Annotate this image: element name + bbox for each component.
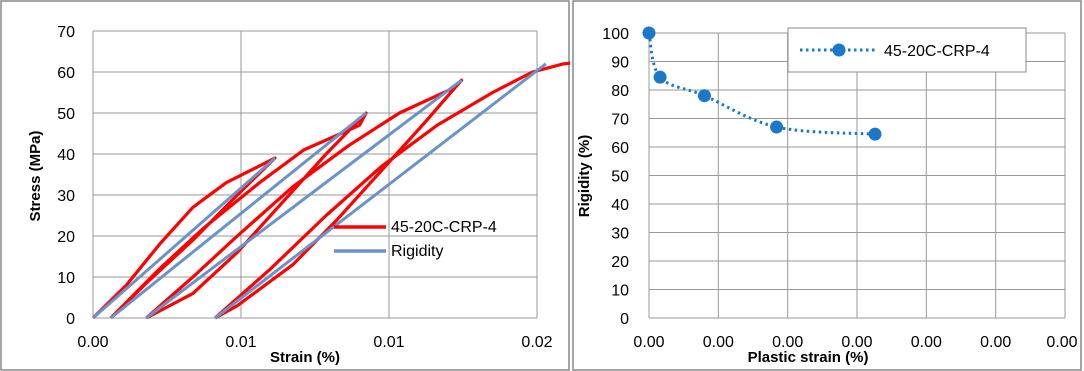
stress-strain-loop-4 (214, 61, 570, 320)
right-x-tick-label: 0.00 (772, 334, 803, 351)
right-x-tick-label: 0.00 (911, 334, 942, 351)
legend-label-rigidity: Rigidity (391, 243, 443, 260)
left-y-tick-label: 20 (57, 229, 75, 246)
right-y-tick-label: 20 (611, 254, 629, 271)
right-x-tick-label: 0.00 (633, 334, 664, 351)
left-x-axis-title: Strain (%) (270, 349, 340, 366)
right-x-tick-label: 0.00 (980, 334, 1011, 351)
right-y-tick-label: 40 (611, 197, 629, 214)
right-y-axis-title: Rigidity (%) (576, 135, 593, 218)
legend-label-rigidity-percent: 45-20C-CRP-4 (884, 43, 990, 60)
stress-strain-loop-2 (109, 111, 368, 320)
right-legend-box (787, 27, 1027, 73)
stress-strain-panel: 0 10 20 30 40 50 60 70 0.00 0.01 0.01 0.02 Strain … (0, 0, 570, 371)
left-y-tick-label: 30 (57, 188, 75, 205)
left-legend: 45-20C-CRP-4 Rigidity (334, 219, 497, 260)
rigidity-line-4 (214, 62, 547, 320)
right-x-tick-label: 0.00 (1046, 334, 1077, 351)
left-y-tick-label: 40 (57, 147, 75, 164)
left-y-tick-label: 0 (66, 311, 75, 328)
right-legend: 45-20C-CRP-4 (787, 27, 1027, 73)
rigidity-percent-point-3 (697, 89, 711, 103)
right-y-tick-label: 70 (611, 112, 629, 129)
right-y-tick-label: 90 (611, 55, 629, 72)
rigidity-percent-point-1 (642, 26, 656, 40)
right-y-tick-label: 80 (611, 83, 629, 100)
right-chart-frame (572, 0, 1082, 371)
left-x-tick-label: 0.01 (373, 334, 404, 351)
left-y-axis-title: Stress (MPa) (27, 131, 44, 222)
legend-label-stress: 45-20C-CRP-4 (391, 219, 497, 236)
right-y-tick-label: 0 (620, 311, 629, 328)
right-x-tick-label: 0.00 (703, 334, 734, 351)
rigidity-line-1 (92, 156, 277, 320)
left-chart-frame (0, 0, 570, 371)
rigidity-panel: 0 10 20 30 40 50 60 70 80 90 100 0.00 0.00 0.00 0.00 0… (572, 0, 1084, 371)
right-y-tick-label: 10 (611, 283, 629, 300)
left-x-tick-label: 0.02 (521, 334, 552, 351)
right-y-tick-label: 30 (611, 226, 629, 243)
stress-strain-chart: 0 10 20 30 40 50 60 70 0.00 0.01 0.01 0.02 Strain … (0, 0, 570, 371)
left-x-tick-label: 0.01 (225, 334, 256, 351)
right-x-tick-label: 0.00 (841, 334, 872, 351)
rigidity-chart: 0 10 20 30 40 50 60 70 80 90 100 0.00 0.00 0.00 0.00 0… (572, 0, 1082, 371)
right-y-tick-label: 100 (602, 26, 629, 43)
rigidity-line-3 (145, 79, 463, 320)
left-x-tick-label: 0.00 (77, 334, 108, 351)
left-y-tick-label: 60 (57, 65, 75, 82)
legend-marker-rigidity-percent (832, 43, 846, 57)
right-y-tick-label: 50 (611, 169, 629, 186)
right-y-tick-label: 60 (611, 140, 629, 157)
left-y-tick-label: 50 (57, 106, 75, 123)
rigidity-line-2 (109, 111, 367, 320)
rigidity-percent-point-2 (653, 70, 667, 84)
right-x-axis-title: Plastic strain (%) (748, 349, 869, 366)
left-y-tick-label: 70 (57, 24, 75, 41)
rigidity-percent-point-4 (770, 120, 784, 134)
rigidity-percent-point-5 (868, 127, 882, 141)
left-y-tick-label: 10 (57, 270, 75, 287)
